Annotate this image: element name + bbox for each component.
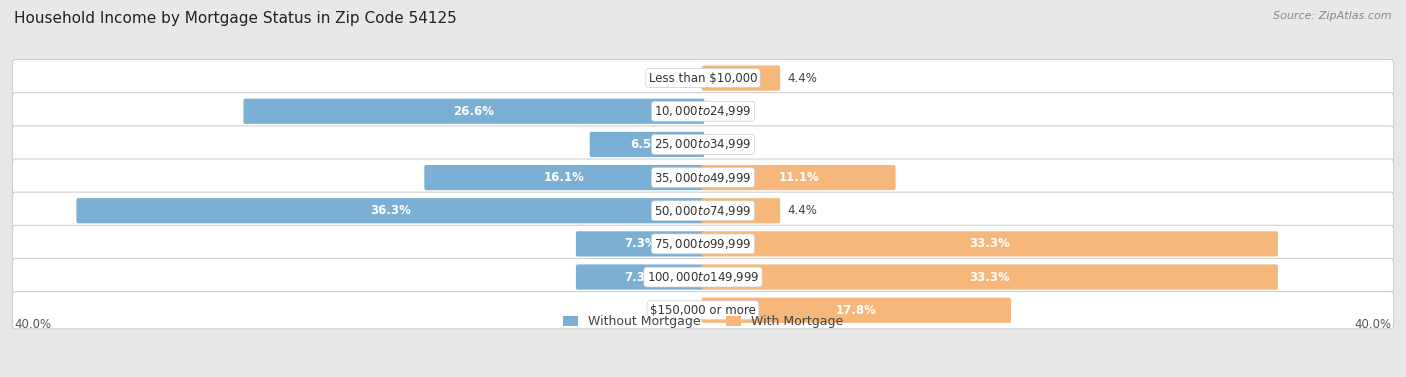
Text: $25,000 to $34,999: $25,000 to $34,999 bbox=[654, 138, 752, 152]
FancyBboxPatch shape bbox=[13, 225, 1393, 262]
Text: Source: ZipAtlas.com: Source: ZipAtlas.com bbox=[1274, 11, 1392, 21]
FancyBboxPatch shape bbox=[576, 231, 704, 256]
Text: 33.3%: 33.3% bbox=[969, 238, 1010, 250]
Text: 0.0%: 0.0% bbox=[665, 304, 695, 317]
FancyBboxPatch shape bbox=[702, 165, 896, 190]
FancyBboxPatch shape bbox=[702, 264, 1278, 290]
FancyBboxPatch shape bbox=[13, 292, 1393, 329]
Text: $75,000 to $99,999: $75,000 to $99,999 bbox=[654, 237, 752, 251]
Text: 11.1%: 11.1% bbox=[778, 171, 818, 184]
Text: 7.3%: 7.3% bbox=[624, 271, 657, 284]
Text: 6.5%: 6.5% bbox=[630, 138, 664, 151]
Text: 17.8%: 17.8% bbox=[835, 304, 877, 317]
FancyBboxPatch shape bbox=[13, 259, 1393, 296]
FancyBboxPatch shape bbox=[243, 99, 704, 124]
Text: 4.4%: 4.4% bbox=[787, 72, 817, 84]
FancyBboxPatch shape bbox=[702, 297, 1011, 323]
Text: $35,000 to $49,999: $35,000 to $49,999 bbox=[654, 170, 752, 185]
Text: 0.0%: 0.0% bbox=[665, 72, 695, 84]
Text: 40.0%: 40.0% bbox=[14, 318, 51, 331]
FancyBboxPatch shape bbox=[13, 159, 1393, 196]
Text: 16.1%: 16.1% bbox=[544, 171, 585, 184]
Text: 4.4%: 4.4% bbox=[787, 204, 817, 217]
FancyBboxPatch shape bbox=[13, 60, 1393, 97]
Text: $100,000 to $149,999: $100,000 to $149,999 bbox=[647, 270, 759, 284]
FancyBboxPatch shape bbox=[13, 126, 1393, 163]
Text: $150,000 or more: $150,000 or more bbox=[650, 304, 756, 317]
FancyBboxPatch shape bbox=[576, 264, 704, 290]
FancyBboxPatch shape bbox=[702, 198, 780, 223]
FancyBboxPatch shape bbox=[702, 231, 1278, 256]
Text: 36.3%: 36.3% bbox=[370, 204, 411, 217]
FancyBboxPatch shape bbox=[76, 198, 704, 223]
FancyBboxPatch shape bbox=[13, 192, 1393, 229]
Text: Household Income by Mortgage Status in Zip Code 54125: Household Income by Mortgage Status in Z… bbox=[14, 11, 457, 26]
Text: 33.3%: 33.3% bbox=[969, 271, 1010, 284]
Text: $10,000 to $24,999: $10,000 to $24,999 bbox=[654, 104, 752, 118]
Text: Less than $10,000: Less than $10,000 bbox=[648, 72, 758, 84]
Legend: Without Mortgage, With Mortgage: Without Mortgage, With Mortgage bbox=[562, 315, 844, 328]
Text: 26.6%: 26.6% bbox=[453, 105, 495, 118]
FancyBboxPatch shape bbox=[425, 165, 704, 190]
Text: 7.3%: 7.3% bbox=[624, 238, 657, 250]
Text: 0.0%: 0.0% bbox=[711, 138, 741, 151]
FancyBboxPatch shape bbox=[589, 132, 704, 157]
Text: 0.0%: 0.0% bbox=[711, 105, 741, 118]
Text: $50,000 to $74,999: $50,000 to $74,999 bbox=[654, 204, 752, 218]
FancyBboxPatch shape bbox=[702, 66, 780, 91]
FancyBboxPatch shape bbox=[13, 93, 1393, 130]
Text: 40.0%: 40.0% bbox=[1355, 318, 1392, 331]
